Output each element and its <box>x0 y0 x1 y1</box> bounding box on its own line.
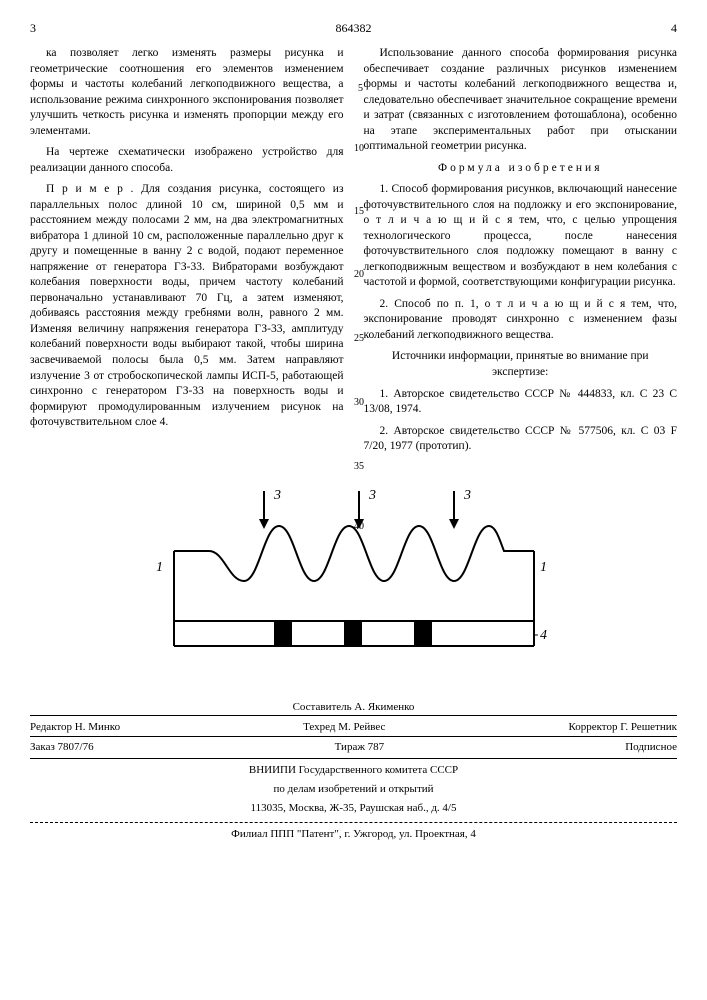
tekhred: Техред М. Рейвес <box>303 720 385 735</box>
editor: Редактор Н. Минко <box>30 720 120 735</box>
svg-text:3: 3 <box>273 488 281 503</box>
diagram-svg: 3 3 3 1 1 4 <box>144 481 564 681</box>
left-column: ка позволяет легко изменять размеры рису… <box>30 46 344 460</box>
org-line1: ВНИИПИ Государственного комитета СССР <box>30 763 677 778</box>
org-line2: по делам изобретений и открытий <box>30 782 677 797</box>
line-num-10: 10 <box>354 142 364 156</box>
subscription: Подписное <box>625 740 677 755</box>
address: 113035, Москва, Ж-35, Раушская наб., д. … <box>30 801 677 816</box>
right-column: Использование данного способа формирован… <box>364 46 678 460</box>
page-num-right: 4 <box>671 20 677 36</box>
corrector: Корректор Г. Решетник <box>568 720 677 735</box>
left-p1: ка позволяет легко изменять размеры рису… <box>30 46 344 139</box>
order-num: Заказ 7807/76 <box>30 740 94 755</box>
line-num-20: 20 <box>354 268 364 282</box>
left-p2: На чертеже схематически изображено устро… <box>30 145 344 176</box>
diagram: 3 3 3 1 1 4 <box>144 481 564 685</box>
footer: Составитель А. Якименко Редактор Н. Минк… <box>30 700 677 842</box>
line-num-5: 5 <box>358 82 363 96</box>
compiler-line: Составитель А. Якименко <box>30 700 677 715</box>
line-num-25: 25 <box>354 332 364 346</box>
source-2: 2. Авторское свидетельство СССР № 577506… <box>364 424 678 455</box>
claim-2: 2. Способ по п. 1, о т л и ч а ю щ и й с… <box>364 297 678 344</box>
page-header: 3 864382 4 <box>30 20 677 36</box>
right-p1: Использование данного способа формирован… <box>364 46 678 155</box>
footer-row2: Заказ 7807/76 Тираж 787 Подписное <box>30 736 677 759</box>
line-num-30: 30 <box>354 396 364 410</box>
page-num-left: 3 <box>30 20 36 36</box>
tirage: Тираж 787 <box>335 740 385 755</box>
svg-text:3: 3 <box>463 488 471 503</box>
claim-1: 1. Способ формирования рисунков, включаю… <box>364 182 678 291</box>
left-p3: П р и м е р . Для создания рисунка, сост… <box>30 182 344 430</box>
line-num-40: 40 <box>354 520 364 534</box>
sources-heading: Источники информации, принятые во вниман… <box>364 349 678 380</box>
line-num-35: 35 <box>354 460 364 474</box>
line-num-15: 15 <box>354 205 364 219</box>
svg-text:3: 3 <box>368 488 376 503</box>
formula-title: Формула изобретения <box>364 161 678 177</box>
svg-text:1: 1 <box>156 560 163 575</box>
branch: Филиал ППП "Патент", г. Ужгород, ул. Про… <box>30 822 677 842</box>
svg-text:1: 1 <box>540 560 547 575</box>
patent-number: 864382 <box>336 20 372 36</box>
svg-text:4: 4 <box>540 628 547 643</box>
footer-row1: Редактор Н. Минко Техред М. Рейвес Корре… <box>30 715 677 735</box>
source-1: 1. Авторское свидетельство СССР № 444833… <box>364 387 678 418</box>
